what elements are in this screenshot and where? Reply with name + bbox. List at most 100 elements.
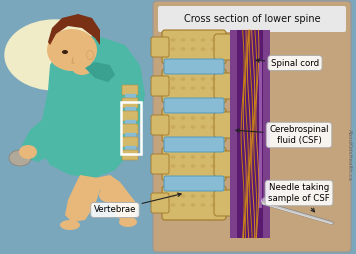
FancyBboxPatch shape [164, 137, 224, 152]
Ellipse shape [60, 220, 80, 230]
Ellipse shape [171, 194, 176, 198]
Ellipse shape [171, 203, 176, 207]
Polygon shape [65, 175, 100, 222]
FancyBboxPatch shape [164, 98, 224, 113]
Ellipse shape [210, 86, 215, 90]
FancyBboxPatch shape [122, 85, 138, 95]
FancyBboxPatch shape [162, 147, 226, 181]
Ellipse shape [190, 155, 195, 159]
Polygon shape [48, 14, 100, 45]
FancyBboxPatch shape [151, 154, 169, 174]
Ellipse shape [19, 145, 37, 159]
Ellipse shape [210, 203, 215, 207]
FancyBboxPatch shape [122, 150, 138, 160]
FancyBboxPatch shape [214, 151, 248, 177]
Ellipse shape [171, 38, 176, 42]
FancyBboxPatch shape [162, 69, 226, 103]
FancyBboxPatch shape [214, 112, 248, 138]
Ellipse shape [190, 164, 195, 168]
FancyBboxPatch shape [214, 73, 248, 99]
Ellipse shape [210, 164, 215, 168]
Bar [125, 133, 135, 137]
Ellipse shape [190, 203, 195, 207]
Ellipse shape [180, 194, 185, 198]
Ellipse shape [171, 86, 176, 90]
Ellipse shape [190, 125, 195, 129]
Ellipse shape [200, 194, 205, 198]
Ellipse shape [180, 203, 185, 207]
Ellipse shape [200, 164, 205, 168]
FancyBboxPatch shape [214, 190, 248, 216]
FancyBboxPatch shape [162, 108, 226, 142]
Ellipse shape [210, 194, 215, 198]
Polygon shape [40, 35, 145, 178]
Ellipse shape [9, 150, 31, 166]
Ellipse shape [190, 86, 195, 90]
Ellipse shape [200, 77, 205, 81]
Polygon shape [22, 120, 58, 162]
Ellipse shape [87, 51, 94, 59]
Ellipse shape [210, 38, 215, 42]
Ellipse shape [190, 77, 195, 81]
FancyBboxPatch shape [153, 1, 351, 252]
Ellipse shape [210, 155, 215, 159]
FancyBboxPatch shape [162, 30, 226, 64]
Ellipse shape [180, 47, 185, 51]
Ellipse shape [200, 38, 205, 42]
Ellipse shape [210, 116, 215, 120]
Ellipse shape [200, 47, 205, 51]
Ellipse shape [47, 29, 97, 71]
Ellipse shape [200, 86, 205, 90]
Ellipse shape [190, 194, 195, 198]
FancyBboxPatch shape [151, 115, 169, 135]
Ellipse shape [171, 47, 176, 51]
Text: Spinal cord: Spinal cord [256, 58, 319, 68]
Bar [237, 30, 263, 238]
Bar [125, 107, 135, 111]
Polygon shape [95, 175, 138, 222]
Ellipse shape [99, 188, 115, 202]
Ellipse shape [180, 86, 185, 90]
Ellipse shape [180, 155, 185, 159]
Ellipse shape [119, 217, 137, 227]
Bar [125, 94, 135, 98]
Text: Vertebrae: Vertebrae [94, 193, 181, 214]
Ellipse shape [180, 116, 185, 120]
Polygon shape [85, 62, 115, 82]
Bar [125, 146, 135, 150]
Ellipse shape [72, 61, 92, 75]
Ellipse shape [200, 203, 205, 207]
FancyBboxPatch shape [151, 76, 169, 96]
FancyBboxPatch shape [158, 6, 346, 32]
Ellipse shape [62, 50, 68, 54]
Ellipse shape [210, 47, 215, 51]
Text: AbouKidsHealth.ca: AbouKidsHealth.ca [346, 129, 351, 181]
FancyBboxPatch shape [214, 34, 248, 60]
Ellipse shape [180, 77, 185, 81]
Ellipse shape [180, 125, 185, 129]
FancyBboxPatch shape [122, 124, 138, 134]
Ellipse shape [190, 47, 195, 51]
FancyBboxPatch shape [164, 59, 224, 74]
FancyBboxPatch shape [122, 98, 138, 108]
Bar [230, 30, 270, 238]
FancyBboxPatch shape [162, 186, 226, 220]
Ellipse shape [171, 164, 176, 168]
Ellipse shape [261, 197, 273, 205]
FancyBboxPatch shape [151, 37, 169, 57]
Bar [259, 60, 262, 208]
FancyBboxPatch shape [151, 193, 169, 213]
Ellipse shape [200, 125, 205, 129]
Bar [125, 120, 135, 124]
Ellipse shape [5, 20, 105, 90]
Text: Cross section of lower spine: Cross section of lower spine [184, 14, 320, 24]
Ellipse shape [200, 155, 205, 159]
FancyBboxPatch shape [122, 111, 138, 121]
Ellipse shape [171, 125, 176, 129]
Ellipse shape [171, 155, 176, 159]
FancyBboxPatch shape [122, 137, 138, 147]
Ellipse shape [190, 38, 195, 42]
Ellipse shape [210, 125, 215, 129]
Text: Cerebrospinal
fluid (CSF): Cerebrospinal fluid (CSF) [236, 125, 329, 145]
Ellipse shape [171, 116, 176, 120]
